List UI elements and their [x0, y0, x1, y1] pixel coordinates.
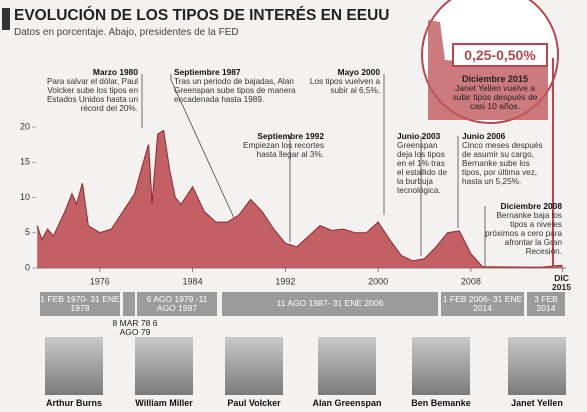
title-bar: [2, 8, 10, 30]
portrait: [508, 337, 566, 395]
y-tick-label: 20: [20, 121, 30, 131]
period: 1 FEB 2006- 31 ENE 2014: [441, 292, 524, 316]
portrait: [45, 337, 103, 395]
annotation-text: Tras un periodo de bajadas, Alan Greensp…: [174, 77, 296, 104]
title: EVOLUCIÓN DE LOS TIPOS DE INTERÉS EN EEU…: [14, 7, 390, 25]
president-name: Arthur Burns: [29, 398, 119, 408]
x-tick-label: 1984: [183, 276, 203, 286]
president-name: Paul Volcker: [209, 398, 299, 408]
annotation-text: Greenspan deja los tipos en el 1% tras e…: [397, 141, 447, 195]
annotation-date: Septiembre 1987: [174, 68, 299, 77]
period: 1 FEB 1970- 31 ENE 1978: [40, 292, 120, 316]
portrait: [412, 337, 470, 395]
annotation-date: Marzo 1980: [28, 68, 138, 77]
portrait: [135, 337, 193, 395]
president-name: Ben Bemanke: [396, 398, 486, 408]
annotation-text: Empiezan los recortes hasta llegar al 3%…: [243, 141, 324, 159]
x-tick-label: 1976: [90, 276, 110, 286]
x-tick-label: 1992: [275, 276, 295, 286]
portrait: [318, 337, 376, 395]
annotation-date: Septiembre 1992: [228, 132, 324, 141]
president-name: Alan Greenspan: [302, 398, 392, 408]
period: 6 AGO 1979 -11 AGO 1987: [137, 292, 217, 316]
period: 3 FEB 2014: [527, 292, 565, 316]
y-tick-label: 10: [20, 192, 30, 202]
period: 8 MAR 78 6 AGO 79: [112, 318, 158, 338]
annotation-date: Mayo 2000: [300, 68, 380, 77]
annotation-date: Junio 2003: [397, 132, 451, 141]
president-name: Janet Yellen: [492, 398, 582, 408]
period: 11 AGO 1987- 31 ENE 2006: [222, 292, 438, 316]
portrait: [225, 337, 283, 395]
annotation-date: Junio 2006: [462, 132, 548, 141]
president-name: William Miller: [119, 398, 209, 408]
annotation-text: Los tipos vuelven a subir al 6,5%.: [310, 77, 380, 95]
period-box: [123, 292, 135, 316]
x-tick-label: 2008: [461, 276, 481, 286]
y-tick-label: 15: [20, 157, 30, 167]
y-tick-label: 5: [25, 227, 30, 237]
inset-value: 0,25-0,50%: [452, 43, 548, 67]
subtitle: Datos en porcentaje. Abajo, presidentes …: [14, 27, 239, 38]
annotation-date: Diciembre 2008: [478, 202, 562, 211]
annotation-text: Cinco meses después de asumir su cargo, …: [462, 141, 543, 186]
inset-text: Janet Yellen vuelve a subir tipos despué…: [446, 84, 544, 111]
annotation-text: Bernanke baja los tipos a niveles próxim…: [485, 211, 562, 256]
x-tick-label: 2000: [368, 276, 388, 286]
annotation-text: Para salvar el dólar, Paul Volcker sube …: [47, 77, 138, 113]
y-tick-label: 0: [25, 262, 30, 272]
x-tick-label: DIC 2015: [549, 274, 575, 292]
page: 2008 2000 1992 1984 1976 20 15 10 5 0 EVOLUCIÓN D…: [0, 0, 587, 412]
